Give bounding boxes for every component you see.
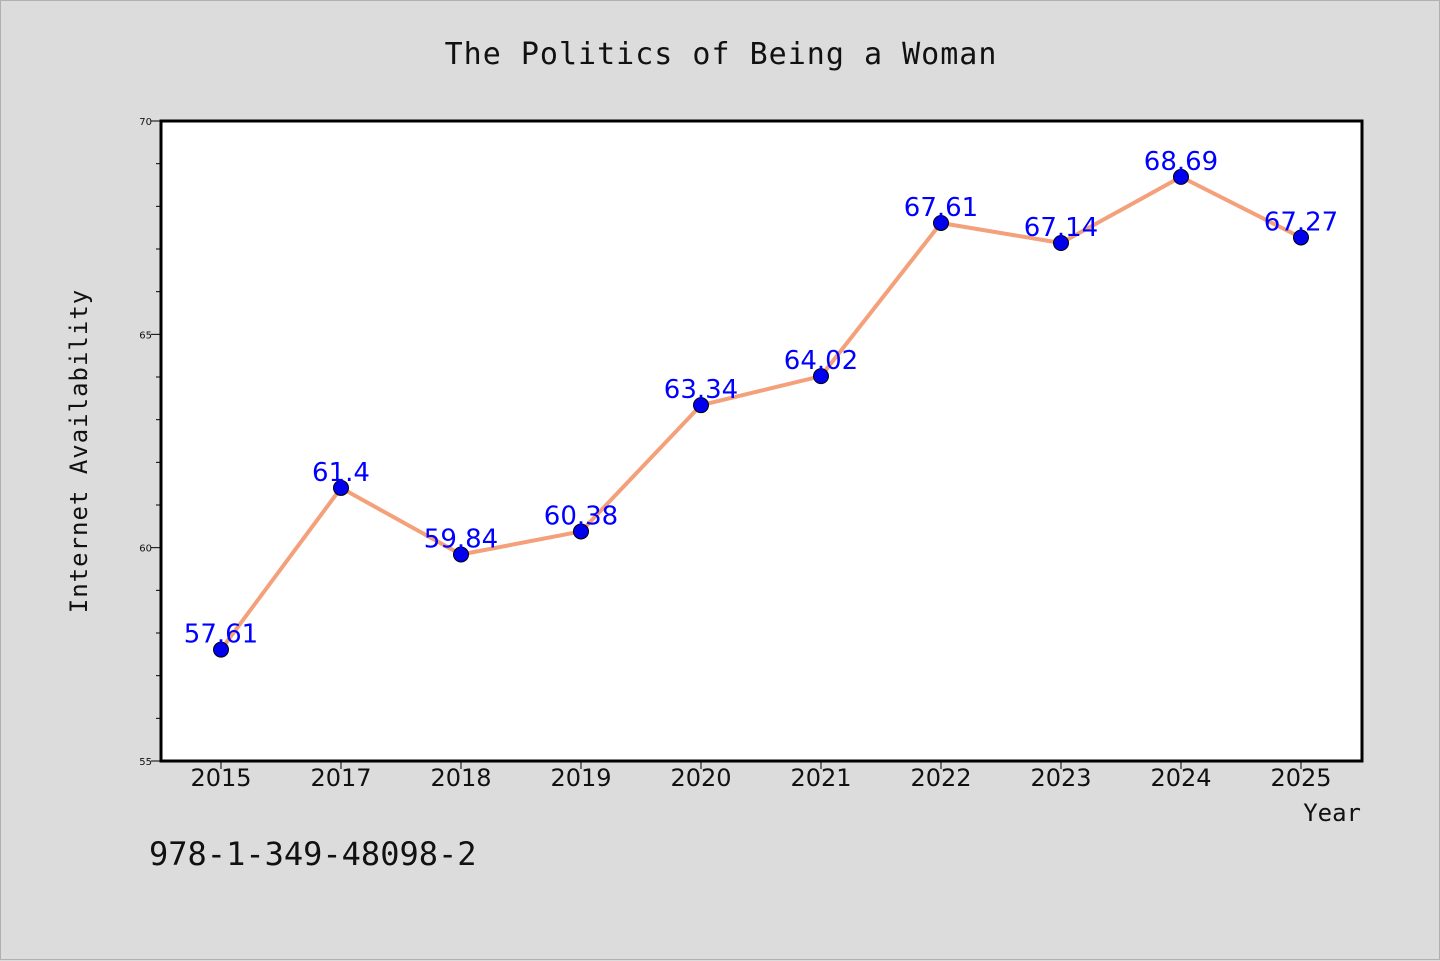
- data-point: [813, 368, 829, 385]
- y-axis: 55 60 65 70: [139, 117, 161, 768]
- data-label: 60.38: [544, 501, 618, 531]
- data-label: 67.61: [904, 193, 978, 223]
- x-tick-label: 2021: [790, 764, 851, 792]
- chart-title: The Politics of Being a Woman: [445, 37, 998, 72]
- x-tick-label: 2025: [1270, 764, 1331, 792]
- data-point: [693, 397, 709, 414]
- data-label: 67.14: [1024, 213, 1098, 243]
- data-point: [453, 546, 469, 563]
- data-point: [1293, 229, 1309, 246]
- y-tick-label: 55: [139, 757, 152, 768]
- data-point: [333, 479, 349, 496]
- data-label: 61.4: [312, 458, 370, 488]
- x-tick-label: 2018: [430, 764, 491, 792]
- series-markers: [213, 168, 1309, 658]
- data-label: 57.61: [184, 620, 258, 650]
- data-label: 67.27: [1264, 207, 1338, 237]
- y-tick-label: 60: [139, 544, 152, 555]
- series-line: [219, 174, 1302, 651]
- data-label: 68.69: [1144, 147, 1218, 177]
- data-point: [1173, 168, 1189, 185]
- x-tick-label: 2023: [1030, 764, 1091, 792]
- data-label: 64.02: [784, 346, 858, 376]
- plot-area: [159, 119, 1364, 763]
- y-tick-label: 65: [139, 330, 152, 341]
- x-tick-label: 2022: [910, 764, 971, 792]
- x-tick-label: 2024: [1150, 764, 1211, 792]
- data-point: [573, 523, 589, 540]
- data-label: 59.84: [424, 524, 498, 554]
- data-point: [933, 214, 949, 231]
- y-axis-label: Internet Availability: [65, 289, 93, 613]
- x-tick-label: 2020: [670, 764, 731, 792]
- x-axis-label: Year: [1303, 799, 1361, 827]
- isbn-text: 978-1-349-48098-2: [149, 835, 477, 873]
- data-point: [213, 641, 229, 658]
- data-labels: 57.61 61.4 59.84 60.38 63.34 64.02 67.61 67.14 6…: [184, 147, 1338, 650]
- x-tick-label: 2017: [310, 764, 371, 792]
- y-tick-label: 70: [139, 117, 152, 128]
- data-point: [1053, 235, 1069, 252]
- x-tick-label: 2019: [550, 764, 611, 792]
- data-label: 63.34: [664, 375, 738, 405]
- x-axis: 2015 2017 2018 2019 2020 2021 2022 2023 2024 2025: [190, 761, 1332, 792]
- x-tick-label: 2015: [190, 764, 251, 792]
